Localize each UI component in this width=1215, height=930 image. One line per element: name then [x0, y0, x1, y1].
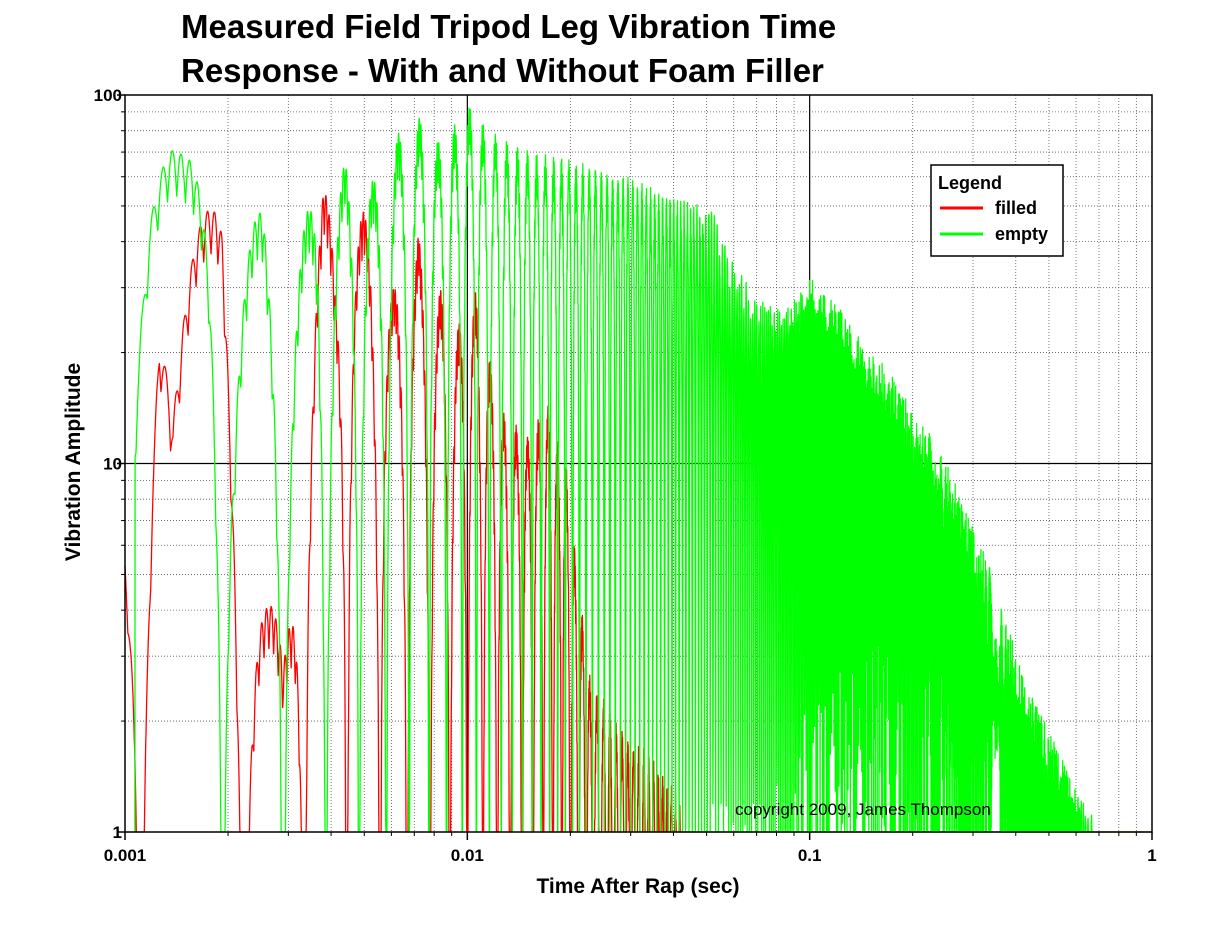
legend-label-filled: filled	[995, 198, 1037, 218]
x-tick-label: 0.001	[104, 846, 147, 865]
legend-label-empty: empty	[995, 224, 1048, 244]
y-tick-label: 1	[113, 823, 122, 842]
chart-title-line-2: Response - With and Without Foam Filler	[181, 52, 824, 89]
y-tick-label: 10	[103, 455, 122, 474]
legend-title: Legend	[938, 173, 1002, 193]
y-tick-label: 100	[94, 86, 122, 105]
chart-title-line-1: Measured Field Tripod Leg Vibration Time	[181, 8, 837, 45]
legend-box	[930, 164, 1064, 257]
legend: Legend filled empty	[930, 164, 1064, 257]
copyright-annotation: copyright 2009, James Thompson	[735, 800, 991, 819]
series-line-empty	[124, 107, 1153, 833]
x-tick-label: 1	[1147, 846, 1156, 865]
x-tick-label: 0.01	[451, 846, 484, 865]
axis-tick-labels: 0.001 0.01 0.1 1 1 10 100	[94, 86, 1157, 865]
y-axis-title: Vibration Amplitude	[62, 363, 85, 561]
axis-ticks	[117, 94, 1153, 840]
x-tick-label: 0.1	[798, 846, 822, 865]
x-axis-title: Time After Rap (sec)	[536, 875, 739, 898]
